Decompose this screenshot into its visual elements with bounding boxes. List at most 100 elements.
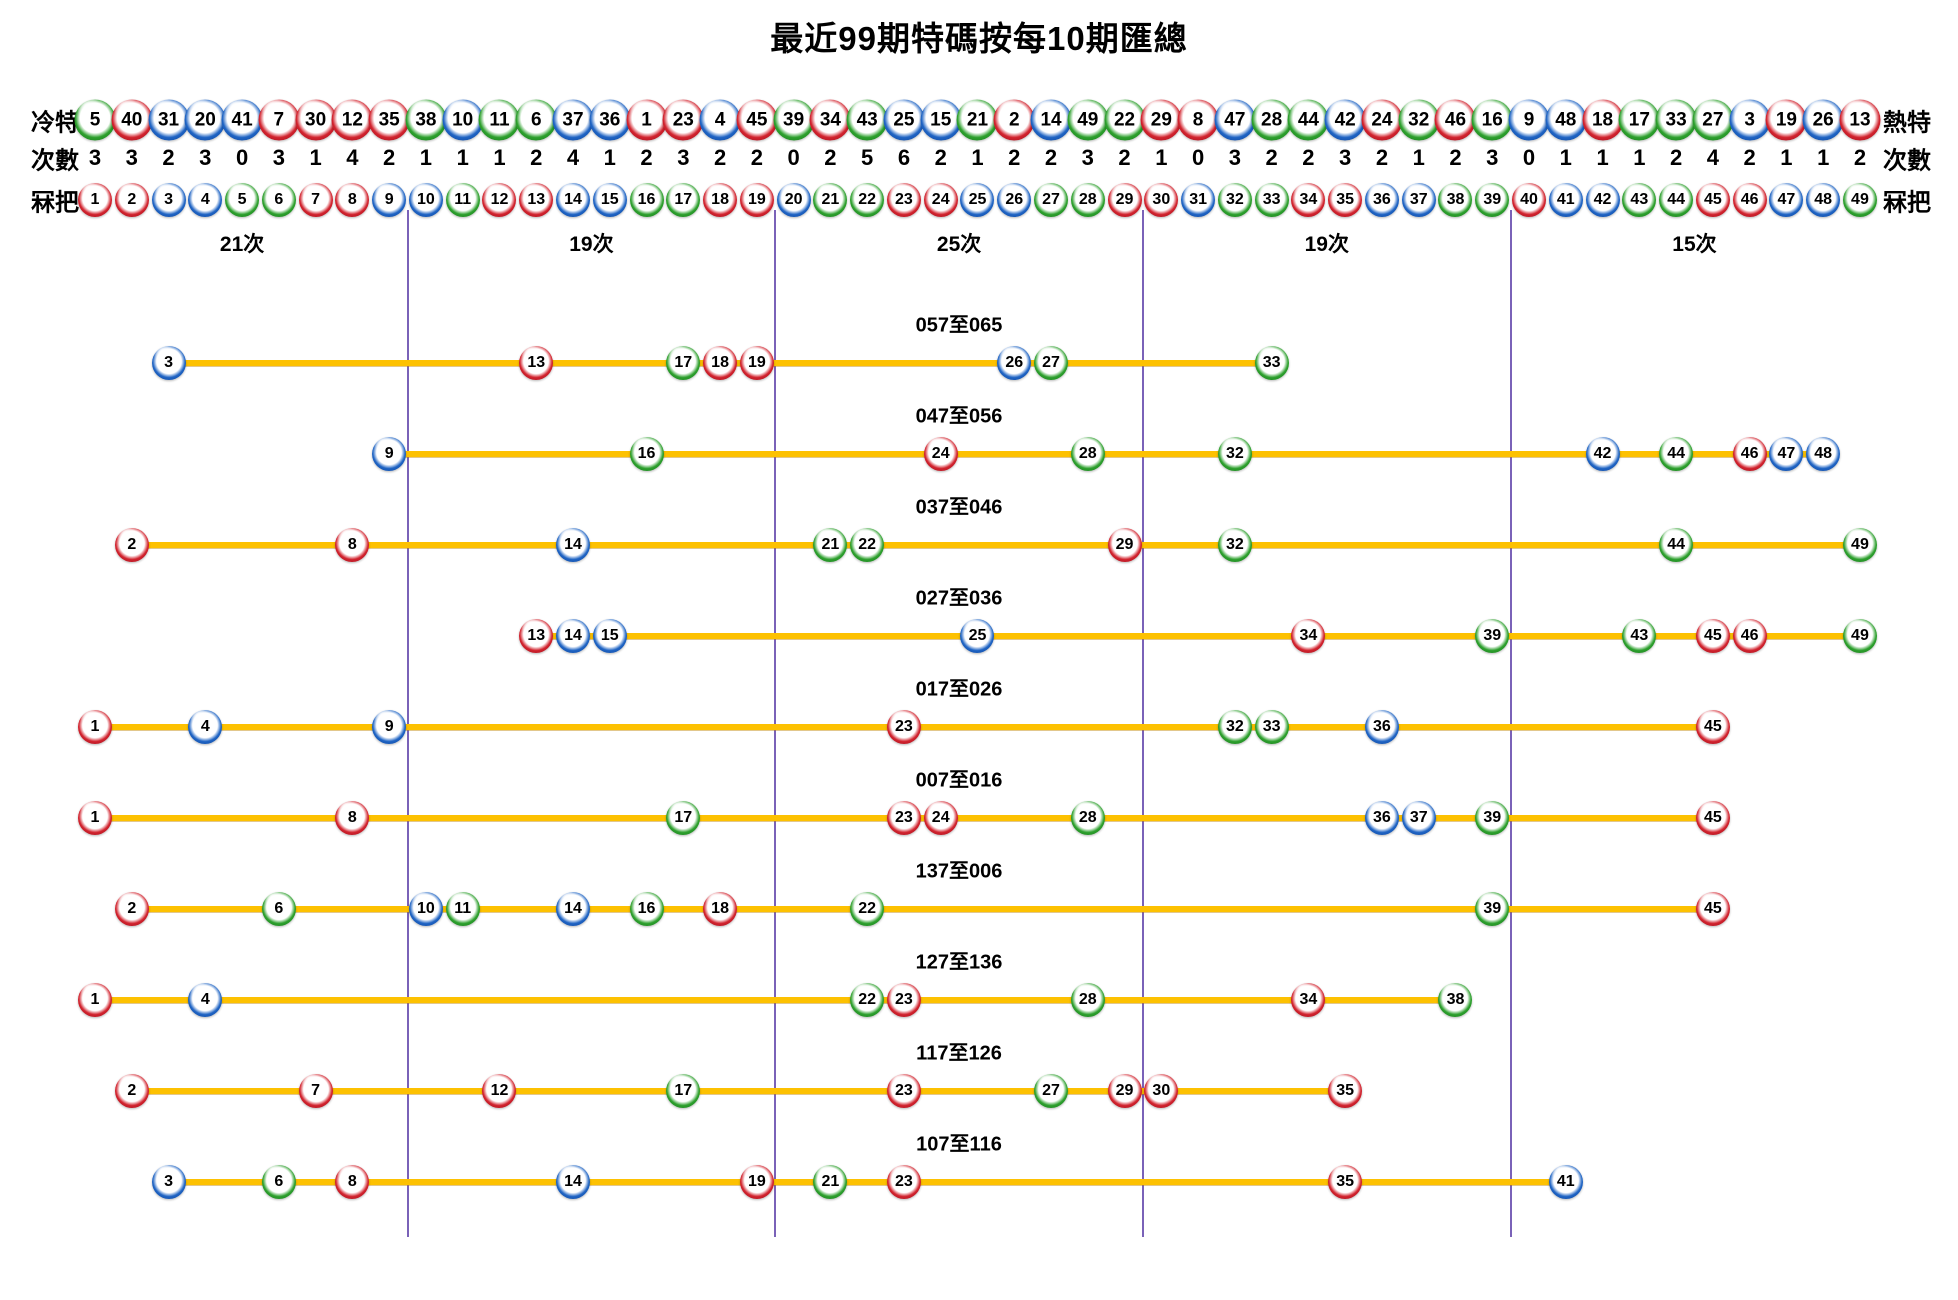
number-row-label-right: 冧把 xyxy=(1883,189,1931,217)
period-draw-ball-red: 45 xyxy=(1695,892,1730,926)
period-draw-ball-green: 33 xyxy=(1254,710,1289,744)
number-axis-ball-blue: 14 xyxy=(556,183,590,217)
period-draw-ball-green: 16 xyxy=(629,892,664,926)
number-axis-ball-green: 33 xyxy=(1254,183,1289,217)
period-draw-ball-green: 44 xyxy=(1659,528,1694,562)
hot-special-label: 熱特 xyxy=(1883,109,1931,137)
frequency-count: 0 xyxy=(1191,145,1205,170)
cold-hot-ball-red: 34 xyxy=(809,99,851,141)
number-axis-ball-red: 23 xyxy=(886,183,921,217)
frequency-count: 1 xyxy=(1817,145,1830,170)
period-draw-ball-red: 23 xyxy=(886,983,921,1017)
frequency-count: 2 xyxy=(824,145,837,170)
period-draw-ball-red: 1 xyxy=(78,710,112,744)
period-draw-ball-red: 35 xyxy=(1328,1165,1363,1199)
number-row-label-left: 冧把 xyxy=(31,189,79,217)
period-draw-ball-green: 21 xyxy=(813,528,848,562)
frequency-count: 3 xyxy=(125,145,138,170)
period-draw-ball-red: 45 xyxy=(1695,619,1730,653)
period-draw-ball-red: 2 xyxy=(114,1074,149,1108)
number-axis-ball-blue: 26 xyxy=(997,183,1032,217)
number-axis-ball-green: 43 xyxy=(1622,183,1657,217)
number-axis-ball-blue: 15 xyxy=(592,183,627,217)
period-draw-ball-red: 46 xyxy=(1732,619,1767,653)
section-divider-line xyxy=(1509,210,1512,1237)
period-draw-ball-blue: 3 xyxy=(151,346,186,380)
period-draw-ball-blue: 47 xyxy=(1769,437,1804,471)
chart-title: 最近99期特碼按每10期匯總 xyxy=(770,20,1188,57)
period-range-label: 137至006 xyxy=(915,860,1003,883)
number-axis-ball-red: 8 xyxy=(335,183,370,217)
period-range-label: 047至056 xyxy=(915,405,1003,428)
frequency-count: 2 xyxy=(1743,145,1756,170)
cold-hot-ball-green: 33 xyxy=(1655,99,1697,141)
section-total-label: 21次 xyxy=(219,233,265,256)
frequency-count: 1 xyxy=(456,145,469,170)
cold-hot-ball-red: 24 xyxy=(1361,99,1403,141)
cold-hot-ball-red: 46 xyxy=(1434,99,1476,141)
number-axis-ball-green: 16 xyxy=(629,183,664,217)
frequency-count: 2 xyxy=(934,145,947,170)
frequency-count: 2 xyxy=(640,145,653,170)
number-axis-ball-green: 38 xyxy=(1438,183,1473,217)
period-draw-ball-red: 13 xyxy=(519,346,554,380)
period-draw-ball-red: 34 xyxy=(1291,619,1326,653)
cold-hot-ball-red: 8 xyxy=(1177,99,1219,141)
cold-hot-ball-blue: 3 xyxy=(1729,99,1771,141)
section-divider-line xyxy=(774,210,777,1237)
cold-hot-ball-green: 5 xyxy=(74,99,116,141)
frequency-count: 3 xyxy=(1339,145,1352,170)
period-connector-line xyxy=(131,1088,1346,1094)
period-draw-ball-green: 49 xyxy=(1842,528,1877,562)
number-axis-ball-green: 11 xyxy=(445,183,480,217)
frequency-count: 2 xyxy=(1265,145,1278,170)
frequency-count: 2 xyxy=(1853,145,1867,170)
period-draw-ball-green: 44 xyxy=(1659,437,1694,471)
frequency-count: 1 xyxy=(971,145,984,170)
cold-hot-ball-red: 19 xyxy=(1765,99,1807,141)
period-draw-ball-red: 45 xyxy=(1695,710,1730,744)
frequency-count: 2 xyxy=(1302,145,1315,170)
period-draw-ball-green: 43 xyxy=(1622,619,1657,653)
frequency-count: 1 xyxy=(1633,145,1646,170)
cold-hot-ball-red: 18 xyxy=(1582,99,1624,141)
number-axis-ball-blue: 31 xyxy=(1181,183,1216,217)
cold-hot-ball-blue: 36 xyxy=(589,99,631,141)
period-draw-ball-red: 34 xyxy=(1291,983,1326,1017)
count-row-label-left: 次數 xyxy=(31,147,79,175)
frequency-count: 2 xyxy=(1008,145,1021,170)
cold-hot-ball-blue: 31 xyxy=(148,99,190,141)
period-range-label: 027至036 xyxy=(915,587,1003,610)
period-draw-ball-green: 28 xyxy=(1070,983,1105,1017)
period-draw-ball-red: 13 xyxy=(519,619,554,653)
frequency-count: 2 xyxy=(1669,145,1683,170)
frequency-count: 2 xyxy=(162,145,175,170)
period-draw-ball-blue: 10 xyxy=(408,892,443,926)
number-axis-ball-red: 34 xyxy=(1291,183,1326,217)
cold-hot-ball-red: 12 xyxy=(331,99,373,141)
number-axis-ball-blue: 4 xyxy=(188,183,223,217)
number-axis-ball-green: 22 xyxy=(850,183,885,217)
cold-hot-ball-green: 16 xyxy=(1471,99,1513,141)
period-draw-ball-red: 35 xyxy=(1328,1074,1363,1108)
period-draw-ball-blue: 26 xyxy=(997,346,1032,380)
period-draw-ball-red: 2 xyxy=(114,892,149,926)
cold-hot-ball-blue: 41 xyxy=(221,99,263,141)
period-draw-ball-red: 23 xyxy=(886,1074,921,1108)
number-axis-ball-blue: 36 xyxy=(1364,183,1399,217)
frequency-count: 1 xyxy=(493,145,506,170)
period-draw-ball-green: 22 xyxy=(850,892,885,926)
frequency-count: 0 xyxy=(1522,145,1536,170)
cold-hot-ball-blue: 10 xyxy=(442,99,484,141)
frequency-count: 3 xyxy=(272,145,285,170)
number-axis-ball-green: 32 xyxy=(1217,183,1252,217)
period-connector-line xyxy=(131,906,1713,912)
number-axis-ball-red: 18 xyxy=(703,183,738,217)
period-draw-ball-green: 39 xyxy=(1475,892,1510,926)
period-draw-ball-red: 7 xyxy=(298,1074,333,1108)
cold-special-label: 冷特 xyxy=(31,109,79,137)
cold-hot-ball-red: 40 xyxy=(111,99,153,141)
number-axis-ball-blue: 20 xyxy=(776,183,811,217)
cold-hot-ball-blue: 25 xyxy=(883,99,925,141)
period-draw-ball-red: 8 xyxy=(335,801,370,835)
